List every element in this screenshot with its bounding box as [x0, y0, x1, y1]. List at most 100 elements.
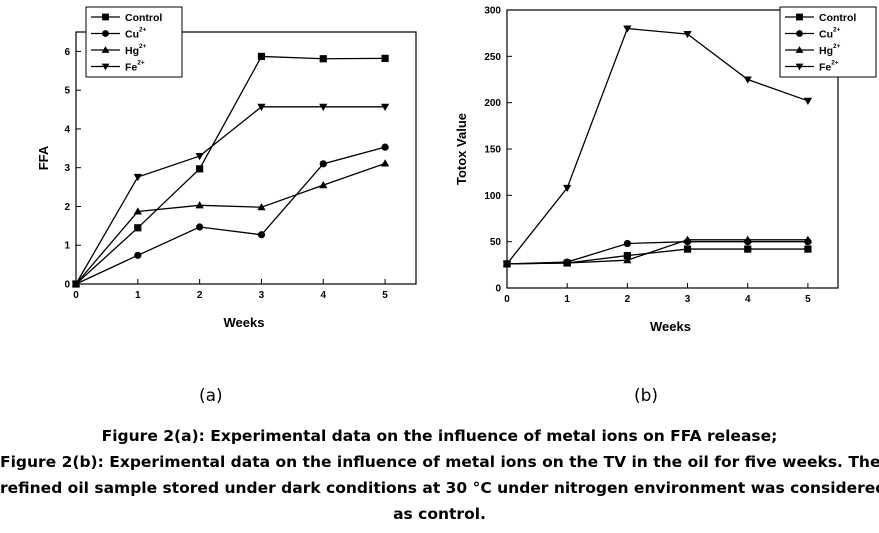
totox-legend-marker — [796, 30, 803, 37]
ffa-y-axis-label: FFA — [36, 145, 51, 170]
totox-y-axis-label: Totox Value — [454, 113, 469, 185]
totox-point-fe — [683, 31, 692, 39]
totox-point-fe — [502, 260, 512, 269]
ffa-point-hg — [195, 201, 204, 209]
totox-point-fe — [623, 25, 632, 33]
ffa-legend-marker — [101, 63, 110, 71]
panel-label-b: (b) — [634, 386, 659, 406]
ffa-x-tick-label: 5 — [382, 290, 388, 301]
figure-caption: Figure 2(a): Experimental data on the in… — [0, 423, 879, 527]
ffa-point-control — [381, 54, 389, 62]
ffa-point-control — [196, 165, 204, 173]
ffa-x-tick-label: 3 — [259, 290, 265, 301]
totox-point-control — [683, 245, 692, 253]
totox-legend-box — [779, 6, 877, 78]
totox-y-tick-label: 0 — [495, 284, 501, 295]
totox-x-tick-label: 5 — [805, 294, 811, 305]
ffa-x-tick-label: 4 — [320, 290, 326, 301]
caption-line-2: Figure 2(b): Experimental data on the in… — [0, 453, 879, 471]
ffa-legend-marker — [101, 46, 110, 53]
totox-legend-label-control: Control — [819, 12, 856, 24]
ffa-series-line-hg — [75, 162, 386, 285]
ffa-point-control — [257, 52, 266, 61]
ffa-point-cu — [257, 231, 266, 239]
totox-point-control — [744, 245, 752, 253]
totox-point-control — [623, 251, 631, 260]
totox-series-line-hg — [506, 239, 808, 265]
ffa-y-tick-label: 2 — [64, 202, 70, 213]
ffa-y-tick-label: 5 — [64, 86, 70, 97]
totox-x-tick-label: 0 — [504, 294, 510, 305]
ffa-point-fe — [133, 173, 142, 182]
totox-point-hg — [683, 235, 692, 243]
totox-point-cu — [623, 239, 631, 248]
totox-y-tick-label: 100 — [484, 191, 501, 202]
ffa-legend-marker — [102, 13, 109, 21]
totox-x-tick-label: 3 — [685, 294, 691, 305]
totox-x-tick-label: 4 — [745, 294, 751, 305]
totox-y-tick-label: 200 — [484, 98, 501, 109]
totox-point-hg — [803, 235, 813, 243]
totox-legend-marker — [795, 46, 804, 53]
totox-legend-marker — [795, 63, 804, 71]
totox-x-tick-label: 2 — [625, 294, 631, 305]
totox-point-control — [804, 245, 812, 253]
ffa-point-cu — [134, 251, 142, 259]
ffa-legend-label-control: Control — [125, 12, 162, 24]
totox-point-hg — [563, 258, 572, 267]
totox-series-line-fe — [506, 27, 809, 265]
ffa-legend-marker — [102, 30, 109, 37]
caption-line-4: as control. — [393, 505, 486, 523]
totox-y-tick-label: 250 — [484, 52, 501, 63]
totox-series-line-cu — [506, 241, 808, 265]
totox-point-hg — [623, 256, 632, 264]
ffa-x-tick-label: 1 — [135, 290, 141, 301]
ffa-point-fe — [71, 280, 81, 289]
ffa-point-hg — [380, 159, 390, 167]
figure-charts: 0 1 2 3 4 50123456WeeksFFAControlCu2+Hg2+Fe2+… — [36, 6, 877, 334]
ffa-plot-frame — [75, 31, 417, 285]
ffa-y-tick-label: 0 — [64, 280, 70, 291]
ffa-series-line-control — [75, 55, 386, 285]
totox-x-tick-label: 1 — [564, 294, 570, 305]
totox-point-hg — [743, 235, 752, 243]
totox-y-tick-label: 50 — [490, 237, 502, 248]
ffa-x-axis-label: Weeks — [224, 315, 265, 330]
caption-line-3: refined oil sample stored under dark con… — [0, 479, 879, 497]
ffa-series-line-fe — [75, 106, 386, 285]
ffa-point-hg — [319, 180, 328, 189]
ffa-legend-box — [85, 6, 183, 78]
totox-x-axis-label: Weeks — [650, 319, 691, 334]
ffa-x-tick-label: 2 — [197, 290, 203, 301]
ffa-point-cu — [196, 223, 204, 231]
ffa-point-fe — [257, 103, 266, 111]
totox-series-line-control — [506, 248, 808, 265]
ffa-y-tick-label: 4 — [64, 124, 70, 135]
ffa-x-tick-label: 0 — [73, 290, 79, 301]
ffa-point-fe — [380, 103, 390, 111]
ffa-point-cu — [319, 160, 327, 168]
ffa-point-hg — [133, 207, 142, 215]
ffa-point-fe — [195, 153, 204, 161]
ffa-point-control — [319, 55, 327, 63]
caption-line-1: Figure 2(a): Experimental data on the in… — [101, 427, 778, 445]
ffa-y-tick-label: 6 — [64, 47, 70, 58]
ffa-y-tick-label: 1 — [64, 241, 70, 252]
totox-point-fe — [563, 184, 572, 193]
ffa-series-line-cu — [75, 146, 386, 285]
ffa-point-fe — [319, 103, 328, 111]
totox-legend-marker — [796, 13, 803, 21]
ffa-point-hg — [257, 203, 266, 211]
ffa-y-tick-label: 3 — [64, 163, 70, 174]
panel-label-a: (a) — [199, 386, 223, 406]
totox-y-tick-label: 300 — [484, 6, 501, 17]
totox-point-fe — [803, 97, 813, 105]
ffa-point-cu — [381, 143, 389, 151]
totox-y-tick-label: 150 — [484, 145, 501, 156]
totox-point-fe — [743, 76, 752, 84]
ffa-point-control — [134, 224, 142, 232]
